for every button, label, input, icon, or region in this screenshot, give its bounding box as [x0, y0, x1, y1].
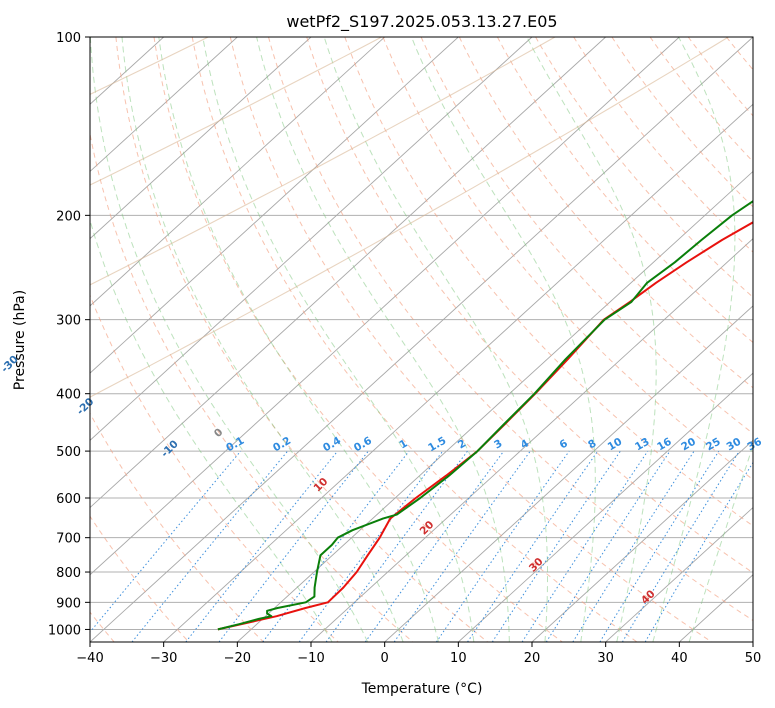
y-tick-label: 800 — [56, 566, 81, 581]
x-tick-label: 40 — [671, 651, 688, 666]
y-axis: 100 200 300 400 500 600 700 800 900 1000 — [48, 31, 90, 638]
moist-adiabat-line — [121, 37, 404, 642]
chart-title: wetPf2_S197.2025.053.13.27.E05 — [286, 12, 557, 32]
mixing-ratio-line — [491, 450, 621, 642]
isotherm-line — [384, 305, 753, 642]
isotherm-line — [163, 103, 753, 642]
y-tick-label: 300 — [56, 314, 81, 329]
x-tick-label: −20 — [224, 651, 251, 666]
dry-adiabat-line — [229, 37, 712, 642]
x-tick-label: −30 — [150, 651, 177, 666]
isotherm-line — [310, 238, 753, 642]
isotherm-line — [90, 37, 680, 576]
dry-adiabat-line — [344, 37, 753, 527]
plot-frame — [89, 36, 754, 643]
isotherm-line — [90, 37, 385, 307]
mixing-ratio-line — [435, 450, 570, 642]
y-tick-label: 900 — [56, 596, 81, 611]
dry-adiabat-line — [306, 37, 753, 574]
moist-adiabat-line — [688, 443, 753, 642]
mixing-ratio-line — [262, 450, 410, 642]
y-axis-title: Pressure (hPa) — [12, 290, 28, 390]
isotherm-line — [605, 506, 753, 642]
x-tick-label: −10 — [297, 651, 324, 666]
series-layer — [217, 199, 753, 631]
isotherm-line — [90, 37, 533, 441]
moist-adiabat-line — [90, 37, 369, 642]
y-tick-label: 700 — [56, 532, 81, 547]
y-tick-label: 100 — [56, 31, 81, 46]
reference-curve-line — [90, 37, 382, 186]
isotherm-line — [90, 37, 753, 642]
isotherm-line — [90, 37, 238, 173]
background-lines — [90, 37, 753, 642]
x-tick-label: 10 — [450, 651, 467, 666]
moist-adiabat-line — [256, 37, 510, 642]
moist-adiabat-line — [652, 37, 736, 642]
x-axis-title: Temperature (°C) — [361, 681, 483, 697]
mixing-ratio-line — [185, 450, 338, 642]
series-line-1 — [217, 199, 753, 631]
y-tick-label: 500 — [56, 445, 81, 460]
mixing-ratio-line — [572, 450, 695, 642]
dry-adiabat-line — [611, 37, 753, 208]
mixing-ratio-line — [621, 450, 740, 642]
moist-adiabat-line — [90, 218, 333, 642]
isotherm-line — [458, 372, 753, 642]
y-tick-label: 1000 — [48, 623, 81, 638]
plot-area: 0.10.20.40.611.52346810131620253036-100-… — [0, 36, 764, 643]
x-tick-label: 20 — [524, 651, 541, 666]
dry-adiabat-line — [191, 37, 638, 642]
x-axis: −40 −30 −20 −10 0 10 20 30 40 50 — [76, 642, 761, 666]
mixing-ratio-line — [364, 450, 505, 642]
mixing-ratio-line — [393, 450, 531, 642]
dry-adiabat-line — [90, 515, 190, 642]
dry-adiabat-line — [268, 37, 753, 622]
reference-curve-line — [90, 37, 556, 286]
isotherm-line — [90, 37, 606, 509]
isotherm-line — [237, 170, 753, 642]
dry-adiabat-line — [90, 131, 414, 642]
dry-adiabat-line — [153, 37, 563, 642]
moist-adiabat-line — [323, 37, 548, 642]
mixing-ratio-line — [90, 450, 242, 633]
mixing-ratio-line — [325, 450, 468, 642]
x-tick-label: 0 — [381, 651, 389, 666]
x-tick-label: −40 — [76, 651, 103, 666]
isotherm-line — [90, 37, 312, 240]
moist-adiabat-line — [202, 37, 475, 642]
mixing-ratio-line — [467, 450, 599, 642]
isotherm-line — [90, 37, 459, 374]
mixing-ratio-line — [545, 450, 671, 642]
moist-adiabat-line — [411, 37, 596, 642]
x-tick-label: 50 — [745, 651, 762, 666]
dry-adiabat-line — [90, 412, 264, 642]
dry-adiabat-line — [115, 37, 488, 642]
moist-adiabat-line — [158, 37, 439, 642]
y-tick-label: 600 — [56, 492, 81, 507]
y-tick-label: 400 — [56, 388, 81, 403]
mixing-ratio-line — [298, 450, 444, 642]
reference-curve-line — [90, 37, 729, 398]
y-tick-label: 200 — [56, 209, 81, 224]
mixing-ratio-line — [131, 450, 288, 642]
isotherm-line — [531, 439, 753, 642]
dry-adiabat-line — [535, 37, 753, 298]
mixing-ratio-line — [521, 450, 649, 642]
dry-adiabat-line — [649, 37, 753, 163]
dry-adiabat-line — [382, 37, 753, 481]
x-tick-label: 30 — [597, 651, 614, 666]
